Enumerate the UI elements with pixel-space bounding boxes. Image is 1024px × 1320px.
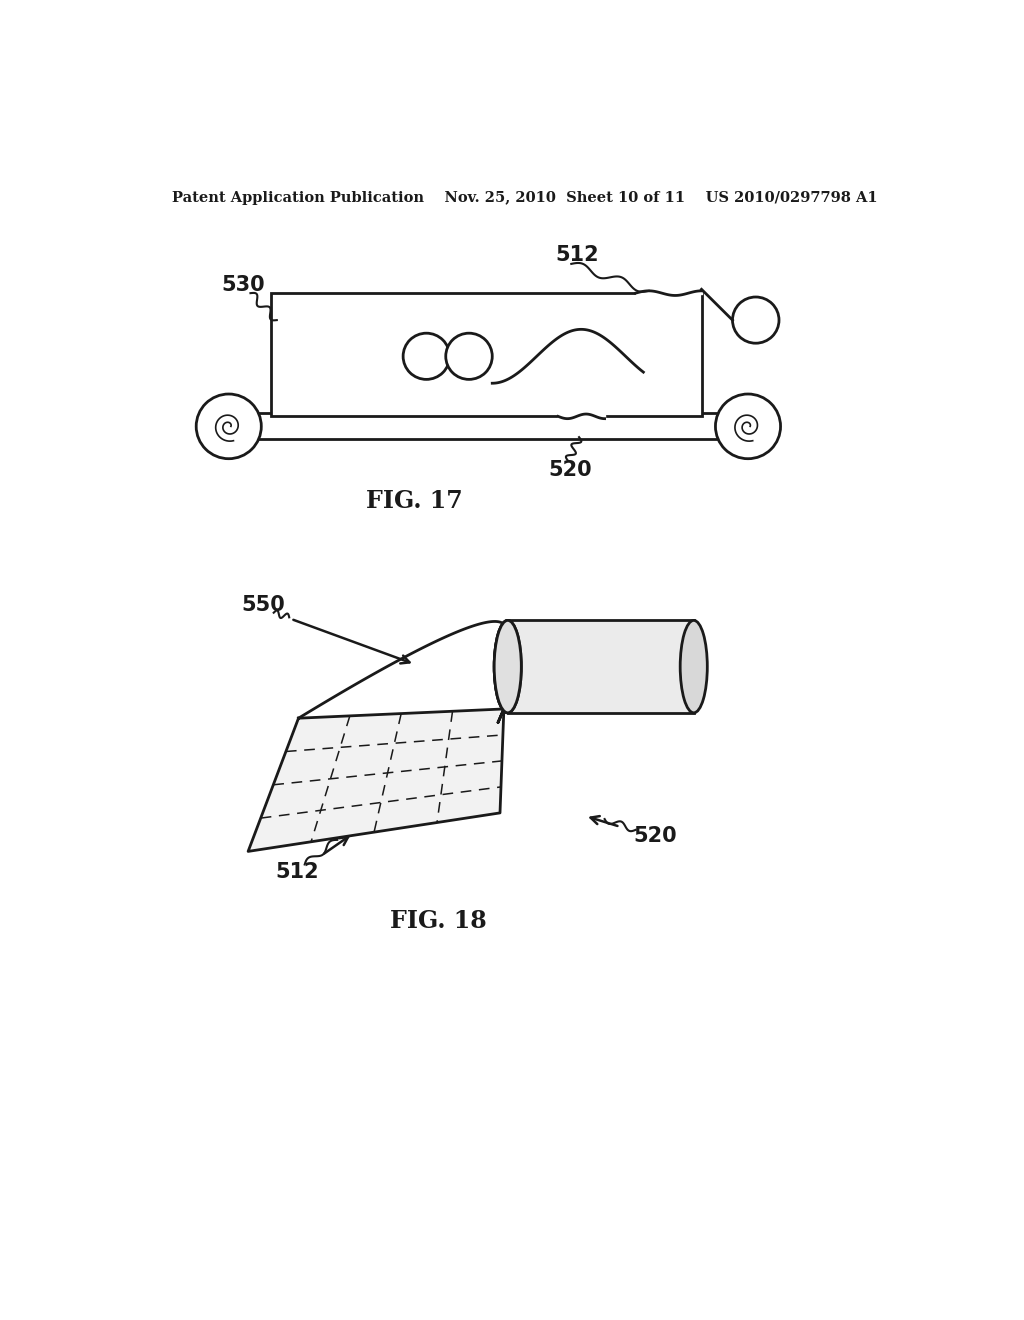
- Circle shape: [716, 395, 780, 459]
- Circle shape: [197, 395, 261, 459]
- Text: Patent Application Publication    Nov. 25, 2010  Sheet 10 of 11    US 2010/02977: Patent Application Publication Nov. 25, …: [172, 191, 878, 206]
- Text: 512: 512: [556, 244, 599, 264]
- Ellipse shape: [680, 620, 708, 713]
- Ellipse shape: [495, 620, 521, 713]
- Bar: [508, 620, 693, 713]
- Circle shape: [403, 333, 450, 379]
- Polygon shape: [248, 709, 504, 851]
- Text: FIG. 18: FIG. 18: [389, 908, 486, 933]
- Text: 512: 512: [275, 862, 318, 882]
- Circle shape: [732, 297, 779, 343]
- Ellipse shape: [495, 620, 521, 713]
- Text: 530: 530: [221, 276, 264, 296]
- Text: 520: 520: [548, 461, 592, 480]
- Text: 520: 520: [633, 826, 677, 846]
- Text: FIG. 17: FIG. 17: [367, 488, 463, 513]
- Text: 550: 550: [242, 595, 286, 615]
- Circle shape: [445, 333, 493, 379]
- Bar: [209, 412, 764, 440]
- Bar: [271, 293, 701, 416]
